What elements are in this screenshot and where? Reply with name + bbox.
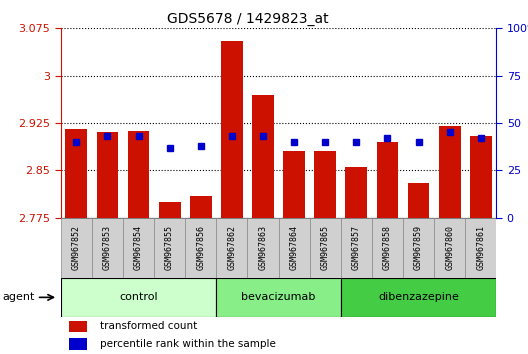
Bar: [403, 218, 434, 278]
Bar: [97, 132, 118, 218]
Bar: [372, 218, 403, 278]
Bar: [61, 218, 92, 278]
Bar: [185, 218, 216, 278]
Bar: [408, 183, 429, 218]
Bar: [434, 218, 465, 278]
Bar: [345, 167, 367, 218]
Text: GSM967861: GSM967861: [476, 225, 485, 270]
Bar: [65, 129, 87, 218]
Text: GSM967860: GSM967860: [445, 225, 454, 270]
Bar: [439, 126, 460, 218]
Bar: [314, 152, 336, 218]
Text: GSM967858: GSM967858: [383, 225, 392, 270]
Bar: [216, 218, 248, 278]
Bar: [190, 196, 212, 218]
Text: GDS5678 / 1429823_at: GDS5678 / 1429823_at: [167, 12, 329, 27]
Text: control: control: [119, 292, 158, 302]
Bar: [61, 278, 216, 317]
Text: GSM967856: GSM967856: [196, 225, 205, 270]
Bar: [70, 338, 87, 350]
Text: GSM967863: GSM967863: [259, 225, 268, 270]
Text: GSM967862: GSM967862: [228, 225, 237, 270]
Bar: [216, 278, 341, 317]
Bar: [283, 152, 305, 218]
Bar: [70, 321, 87, 332]
Text: percentile rank within the sample: percentile rank within the sample: [100, 339, 276, 349]
Bar: [309, 218, 341, 278]
Bar: [470, 136, 492, 218]
Text: GSM967864: GSM967864: [289, 225, 298, 270]
Text: bevacizumab: bevacizumab: [241, 292, 316, 302]
Bar: [92, 218, 123, 278]
Text: dibenzazepine: dibenzazepine: [378, 292, 459, 302]
Bar: [221, 41, 243, 218]
Bar: [159, 202, 181, 218]
Text: GSM967859: GSM967859: [414, 225, 423, 270]
Bar: [465, 218, 496, 278]
Bar: [154, 218, 185, 278]
Bar: [123, 218, 154, 278]
Text: GSM967853: GSM967853: [103, 225, 112, 270]
Text: agent: agent: [3, 292, 35, 302]
Bar: [341, 278, 496, 317]
Bar: [341, 218, 372, 278]
Bar: [128, 131, 149, 218]
Bar: [376, 142, 398, 218]
Bar: [252, 95, 274, 218]
Text: GSM967857: GSM967857: [352, 225, 361, 270]
Text: GSM967865: GSM967865: [320, 225, 329, 270]
Text: GSM967855: GSM967855: [165, 225, 174, 270]
Bar: [279, 218, 309, 278]
Text: GSM967854: GSM967854: [134, 225, 143, 270]
Bar: [248, 218, 279, 278]
Text: GSM967852: GSM967852: [72, 225, 81, 270]
Text: transformed count: transformed count: [100, 321, 197, 331]
